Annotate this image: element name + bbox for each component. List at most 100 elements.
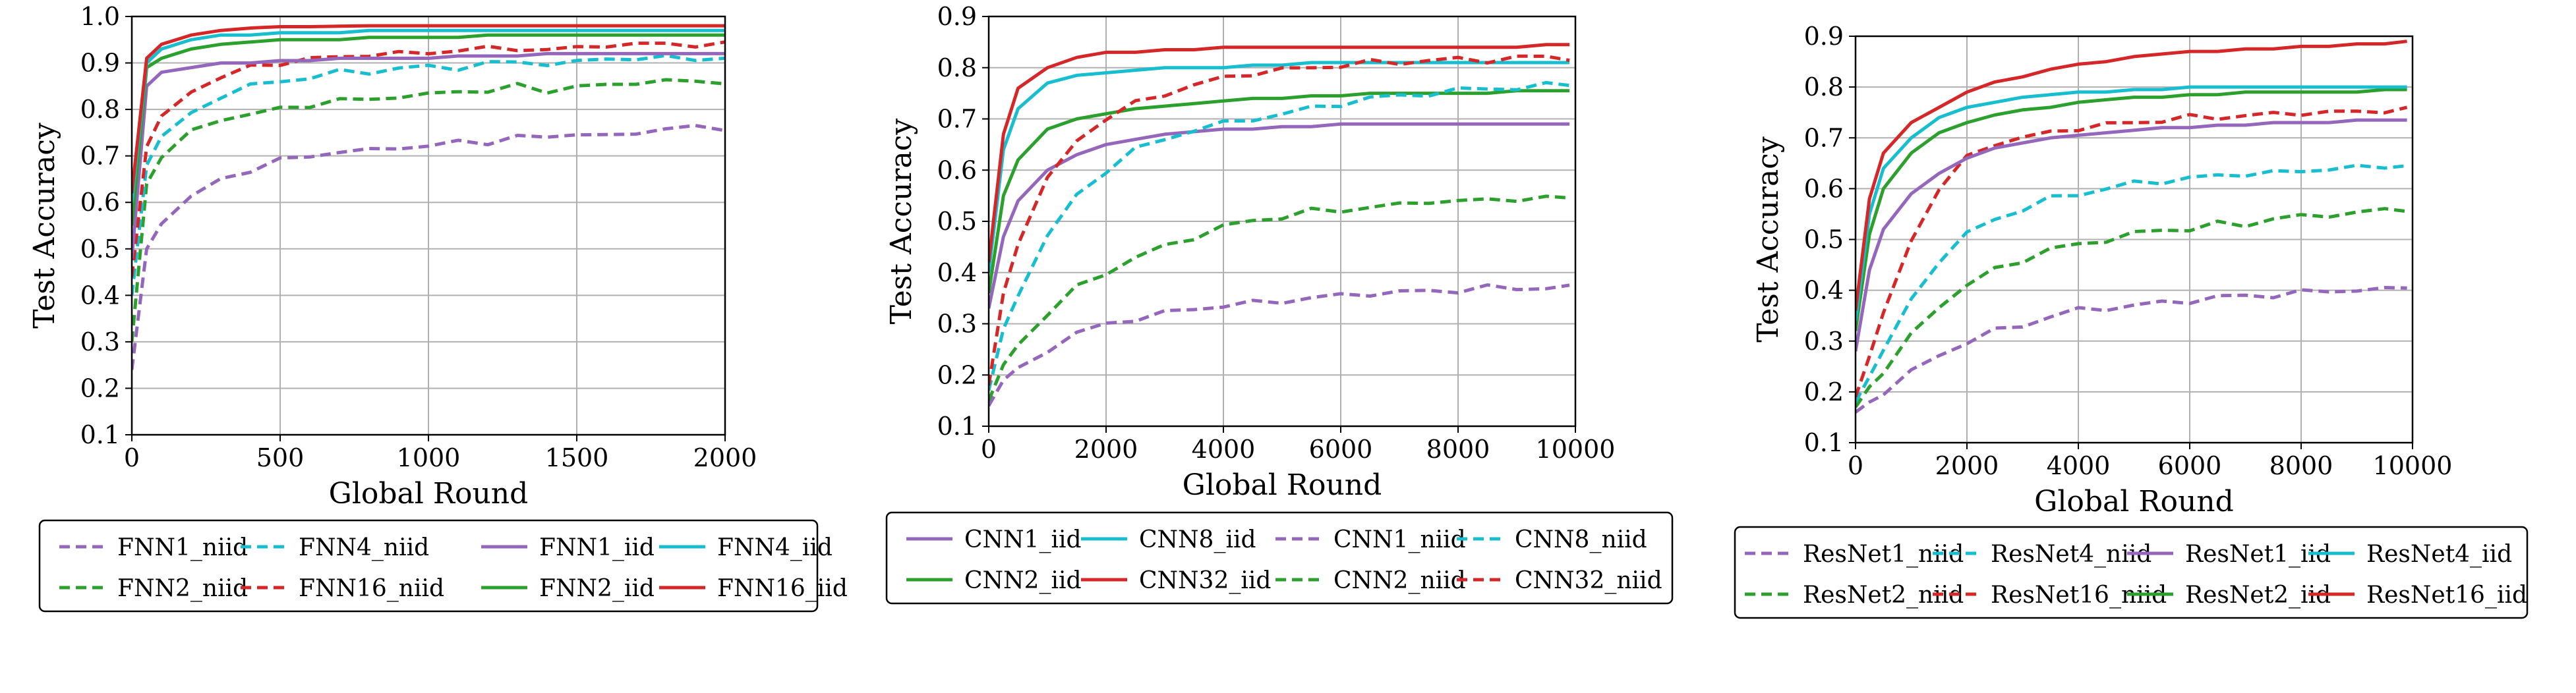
series-line-FNN1_niid: [132, 124, 725, 370]
y-tick-label: 0.4: [80, 281, 120, 310]
y-tick-label: 1.0: [80, 2, 120, 31]
y-tick-label: 0.6: [80, 188, 120, 217]
y-tick-label: 0.1: [80, 420, 120, 449]
y-tick-label: 0.5: [1804, 225, 1844, 254]
legend-label-FNN16_iid: FNN16_iid: [717, 575, 848, 602]
series-line-FNN1_iid: [132, 51, 725, 259]
x-tick-label: 10000: [2373, 451, 2453, 480]
legend-label-ResNet4_iid: ResNet4_iid: [2366, 541, 2512, 568]
x-tick-label: 8000: [2269, 451, 2333, 480]
x-tick-label: 4000: [2047, 451, 2111, 480]
legend-label-FNN2_iid: FNN2_iid: [539, 575, 655, 602]
y-axis-label: Test Accuracy: [885, 119, 918, 325]
y-tick-label: 0.4: [937, 258, 977, 287]
series-line-FNN2_iid: [132, 33, 725, 226]
y-tick-label: 0.5: [937, 207, 977, 236]
y-tick-label: 0.8: [937, 53, 977, 82]
series-line-CNN8_niid: [989, 80, 1570, 391]
y-tick-label: 0.7: [1804, 123, 1844, 152]
y-tick-label: 0.3: [1804, 327, 1844, 356]
x-tick-label: 0: [981, 435, 997, 464]
legend: ResNet1_niid ResNet4_niid ResNet1_iid ResNe…: [1734, 526, 2529, 619]
series-line-CNN32_niid: [989, 54, 1570, 386]
y-tick-label: 0.2: [80, 374, 120, 402]
y-tick-label: 0.2: [1804, 377, 1844, 406]
x-tick-label: 500: [256, 443, 305, 472]
y-tick-label: 0.2: [937, 360, 977, 389]
legend-label-CNN8_niid: CNN8_niid: [1515, 526, 1647, 553]
series-line-CNN8_iid: [989, 61, 1570, 273]
series-line-ResNet1_iid: [1856, 118, 2407, 352]
y-tick-label: 0.9: [80, 49, 120, 78]
x-tick-label: 6000: [2158, 451, 2222, 480]
x-tick-label: 1500: [545, 443, 609, 472]
y-tick-label: 0.8: [80, 95, 120, 124]
legend-label-FNN16_niid: FNN16_niid: [299, 575, 444, 602]
x-axis-label: Global Round: [329, 477, 529, 511]
series-line-ResNet16_iid: [1856, 40, 2407, 311]
x-tick-label: 8000: [1426, 435, 1490, 464]
legend-label-CNN1_niid: CNN1_niid: [1333, 526, 1466, 553]
series-line-ResNet2_niid: [1856, 207, 2407, 408]
legend-label-FNN4_niid: FNN4_niid: [299, 534, 429, 561]
x-tick-label: 10000: [1536, 435, 1616, 464]
series-line-CNN32_iid: [989, 43, 1570, 263]
y-tick-label: 0.7: [937, 105, 977, 134]
y-tick-label: 0.3: [80, 327, 120, 356]
y-tick-label: 0.5: [80, 235, 120, 263]
legend-label-ResNet16_iid: ResNet16_iid: [2366, 582, 2527, 609]
x-tick-label: 0: [1848, 451, 1863, 480]
x-axis-label: Global Round: [1183, 468, 1382, 502]
y-tick-label: 0.9: [1804, 22, 1844, 51]
series-line-FNN16_niid: [132, 40, 725, 277]
x-tick-label: 2000: [1935, 451, 1999, 480]
series-line-FNN16_iid: [132, 24, 725, 194]
legend-label-CNN2_niid: CNN2_niid: [1333, 567, 1466, 594]
legend-label-FNN1_niid: FNN1_niid: [117, 534, 248, 561]
legend-label-CNN1_iid: CNN1_iid: [964, 526, 1082, 553]
y-tick-label: 0.4: [1804, 276, 1844, 305]
legend: CNN1_iid CNN8_iid CNN1_niid CNN8_niid CNN2_i…: [885, 511, 1674, 605]
y-tick-label: 0.8: [1804, 72, 1844, 101]
y-tick-label: 0.6: [937, 155, 977, 184]
legend-label-FNN4_iid: FNN4_iid: [717, 534, 833, 561]
legend-label-CNN8_iid: CNN8_iid: [1139, 526, 1256, 553]
chart-panel-2: 0 2000 4000 6000 8000 10000 0.1 0.2 0.3 0.4 0.5 0.6…: [885, 2, 1674, 605]
legend-label-ResNet4_niid: ResNet4_niid: [1991, 541, 2152, 568]
x-tick-label: 2000: [1074, 435, 1138, 464]
x-tick-label: 0: [124, 443, 140, 472]
x-tick-label: 2000: [693, 443, 757, 472]
series-line-CNN2_iid: [989, 89, 1570, 294]
x-tick-label: 1000: [397, 443, 461, 472]
x-tick-label: 6000: [1309, 435, 1373, 464]
legend-label-ResNet1_iid: ResNet1_iid: [2185, 541, 2331, 568]
series-line-CNN1_niid: [989, 283, 1570, 407]
legend-label-ResNet2_iid: ResNet2_iid: [2185, 582, 2331, 609]
series-line-FNN4_iid: [132, 28, 725, 203]
series-line-CNN1_iid: [989, 122, 1570, 309]
series-line-ResNet4_niid: [1856, 163, 2407, 403]
y-tick-label: 0.6: [1804, 174, 1844, 203]
legend-label-FNN1_iid: FNN1_iid: [539, 534, 655, 561]
legend-label-FNN2_niid: FNN2_niid: [117, 575, 248, 602]
legend-label-CNN2_iid: CNN2_iid: [964, 567, 1082, 594]
series-line-ResNet4_iid: [1856, 85, 2407, 321]
series-line-ResNet1_niid: [1856, 286, 2407, 414]
legend-box: [38, 519, 819, 613]
series-line-CNN2_niid: [989, 194, 1570, 402]
x-tick-label: 4000: [1192, 435, 1256, 464]
legend-label-CNN32_iid: CNN32_iid: [1139, 567, 1271, 594]
series-line-ResNet16_niid: [1856, 105, 2408, 398]
series-line-FNN2_niid: [132, 78, 725, 343]
y-axis-label: Test Accuracy: [28, 123, 61, 329]
series-line-FNN4_niid: [132, 53, 725, 296]
y-tick-label: 0.7: [80, 142, 120, 171]
y-axis-label: Test Accuracy: [1751, 136, 1785, 343]
chart-panel-1: 0 500 1000 1500 2000 0.1 0.2 0.3 0.4 0.5 0.6 0.7 0.8…: [28, 2, 848, 613]
chart-panel-3: 0 2000 4000 6000 8000 10000 0.1 0.2 0.3 0.4 0.5 0.6…: [1734, 22, 2529, 619]
x-axis-label: Global Round: [2034, 485, 2234, 518]
y-tick-label: 0.1: [1804, 428, 1844, 457]
y-tick-label: 0.1: [937, 412, 977, 441]
y-tick-label: 0.3: [937, 310, 977, 339]
